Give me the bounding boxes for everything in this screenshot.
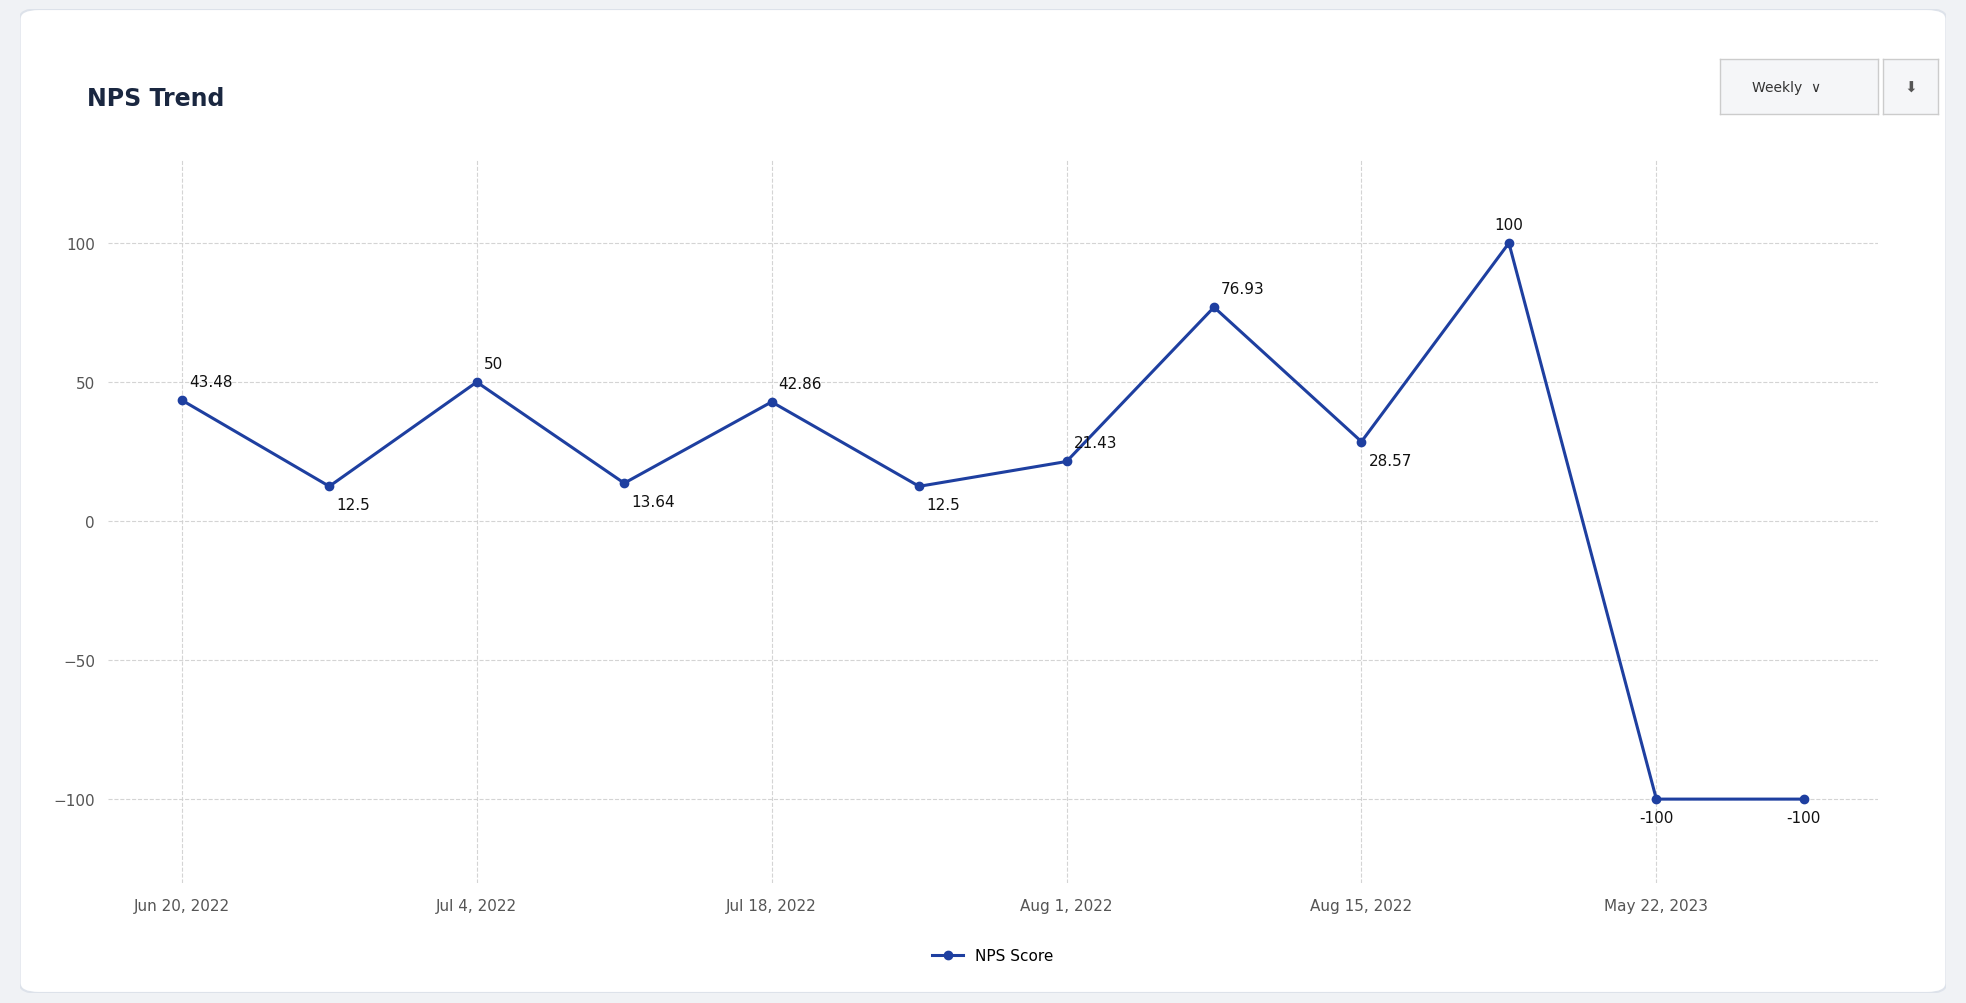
NPS Score — [759, 396, 782, 408]
Legend: NPS Score: NPS Score — [926, 942, 1060, 969]
Text: 13.64: 13.64 — [631, 494, 674, 510]
Text: 100: 100 — [1494, 218, 1524, 233]
NPS Score — [1791, 793, 1815, 805]
Text: 76.93: 76.93 — [1221, 282, 1264, 297]
Text: 12.5: 12.5 — [336, 497, 370, 513]
Text: Weekly  ∨: Weekly ∨ — [1752, 81, 1821, 94]
Line: NPS Score: NPS Score — [177, 240, 1809, 803]
NPS Score — [906, 480, 932, 492]
Text: 28.57: 28.57 — [1368, 453, 1412, 468]
NPS Score — [317, 480, 342, 492]
Text: 50: 50 — [484, 357, 503, 371]
NPS Score — [611, 477, 635, 489]
NPS Score — [1349, 436, 1372, 448]
Text: 42.86: 42.86 — [779, 376, 822, 391]
NPS Score — [1644, 793, 1667, 805]
Text: 21.43: 21.43 — [1073, 436, 1117, 451]
NPS Score — [1201, 302, 1227, 314]
Text: NPS Trend: NPS Trend — [87, 86, 224, 110]
NPS Score — [464, 377, 488, 389]
Text: -100: -100 — [1640, 810, 1673, 825]
Text: -100: -100 — [1787, 810, 1821, 825]
NPS Score — [1498, 238, 1522, 250]
NPS Score — [169, 395, 193, 407]
NPS Score — [1054, 456, 1077, 468]
Text: 12.5: 12.5 — [926, 497, 959, 513]
FancyBboxPatch shape — [20, 10, 1946, 993]
Text: 43.48: 43.48 — [189, 375, 232, 390]
Text: ⬇: ⬇ — [1905, 80, 1917, 95]
